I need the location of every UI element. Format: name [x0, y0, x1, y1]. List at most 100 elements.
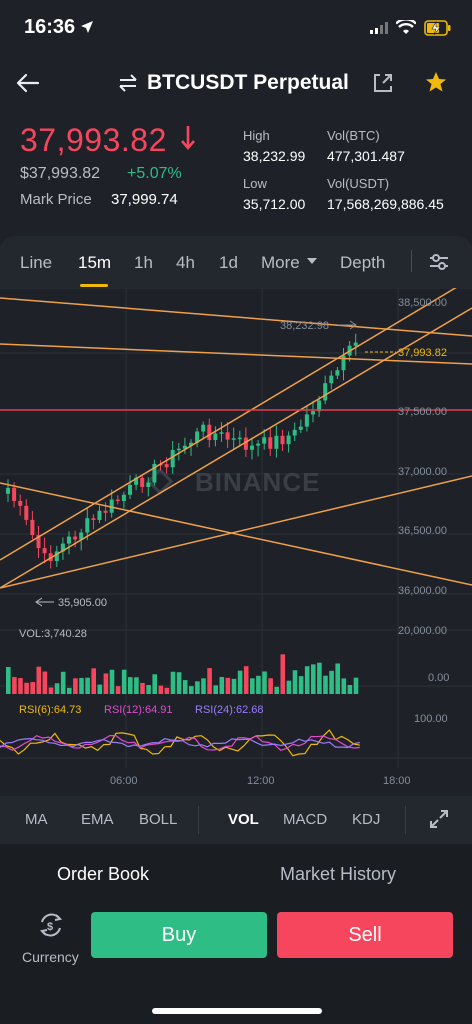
price-axis-label: 36,000.00: [398, 585, 447, 597]
status-time: 16:36: [24, 16, 76, 38]
time-axis-label: 18:00: [383, 775, 411, 787]
volume-bar: [329, 670, 334, 694]
tab-4h[interactable]: 4h: [176, 253, 195, 272]
volume-bar: [225, 677, 231, 694]
svg-text:$: $: [47, 921, 53, 933]
low-marker: 35,905.00: [58, 597, 107, 609]
indicator-kdj[interactable]: KDJ: [352, 811, 381, 828]
tab-order-book[interactable]: Order Book: [57, 864, 150, 884]
indicator-ma[interactable]: MA: [25, 811, 48, 828]
sell-button[interactable]: Sell: [277, 912, 453, 958]
currency-button[interactable]: $ Currency: [18, 910, 82, 970]
price-axis-label: 37,500.00: [398, 406, 447, 418]
indicator-divider: [405, 806, 406, 834]
active-tab-underline: [80, 284, 108, 287]
tab-market-history[interactable]: Market History: [280, 864, 397, 884]
candle: [195, 431, 200, 443]
trendline: [0, 307, 472, 589]
wifi-icon: [396, 20, 416, 34]
candle: [243, 437, 248, 450]
candle: [176, 448, 181, 451]
candle: [250, 445, 254, 450]
candle: [274, 435, 279, 449]
candle: [121, 494, 126, 501]
candle: [164, 464, 169, 468]
candle: [146, 482, 151, 488]
candle: [85, 518, 90, 533]
volume-bar: [231, 678, 237, 694]
candle: [97, 510, 102, 520]
candle: [353, 342, 358, 346]
volume-bar: [353, 677, 359, 694]
candle: [103, 510, 108, 513]
candle: [298, 426, 303, 430]
candle: [201, 424, 206, 432]
toolbar-divider: [411, 250, 412, 272]
current-price-tag: 37,993.82: [398, 347, 447, 359]
volume-bar: [128, 677, 133, 694]
indicator-macd[interactable]: MACD: [283, 811, 328, 828]
candle: [42, 548, 47, 554]
candle: [262, 437, 267, 444]
volume-bar: [250, 678, 255, 694]
candle: [341, 355, 346, 371]
chart-toolbar: Line 15m 1h 4h 1d More Depth: [0, 236, 472, 288]
price-chart[interactable]: BINANCE 38,500.00 37,993.82 37,500.00 37…: [0, 288, 472, 796]
volume-bar: [79, 677, 84, 694]
indicator-ema[interactable]: EMA: [81, 811, 114, 828]
price-usd: $37,993.82: [20, 165, 101, 182]
share-icon[interactable]: [372, 72, 394, 94]
page-title[interactable]: BTCUSDT Perpetual: [147, 71, 349, 94]
vol-btc-value: 477,301.487: [327, 148, 405, 164]
fullscreen-expand-icon[interactable]: [428, 808, 450, 830]
indicator-bar: MA EMA BOLL VOL MACD KDJ: [0, 796, 472, 844]
volume-bar: [42, 671, 48, 694]
indicator-boll[interactable]: BOLL: [139, 811, 178, 828]
candle: [317, 400, 322, 412]
volume-bar: [262, 671, 267, 694]
bottom-actions: $ Currency Buy Sell: [0, 904, 472, 1024]
volume-bar: [286, 680, 292, 694]
back-arrow-icon[interactable]: [14, 70, 40, 96]
volume-bar: [292, 670, 298, 694]
signal-icon: [370, 22, 388, 34]
tab-more[interactable]: More: [261, 253, 300, 272]
chart-settings-icon[interactable]: [428, 252, 450, 272]
trendline: [0, 482, 472, 586]
volume-axis-label: 0.00: [428, 672, 449, 684]
buy-button[interactable]: Buy: [91, 912, 267, 958]
volume-bar: [103, 673, 109, 694]
volume-bar: [109, 669, 115, 694]
mark-price-label: Mark Price: [20, 191, 92, 208]
volume-bar: [67, 687, 72, 694]
tab-1d[interactable]: 1d: [219, 253, 238, 272]
more-caret-icon: [307, 258, 317, 264]
volume-bar: [335, 663, 340, 694]
vol-usdt-label: Vol(USDT): [327, 176, 390, 191]
volume-bar: [207, 668, 212, 694]
candle: [12, 487, 17, 501]
price-down-arrow-icon: [181, 126, 195, 150]
tab-depth[interactable]: Depth: [340, 253, 386, 272]
rsi6-label: RSI(6):64.73: [19, 704, 81, 716]
volume-axis-label: 20,000.00: [398, 625, 447, 637]
price-axis-label: 36,500.00: [398, 525, 447, 537]
rsi6-line: [0, 729, 361, 757]
tab-line[interactable]: Line: [20, 253, 53, 272]
trendline: [0, 297, 472, 337]
favorite-star-icon[interactable]: [424, 70, 448, 94]
vol-btc-label: Vol(BTC): [327, 128, 380, 143]
tab-15m[interactable]: 15m: [78, 253, 112, 272]
chart-area[interactable]: BINANCE 38,500.00 37,993.82 37,500.00 37…: [0, 288, 472, 796]
currency-label: Currency: [22, 949, 79, 965]
trendline: [0, 475, 472, 589]
indicator-vol[interactable]: VOL: [228, 811, 259, 828]
candle: [134, 477, 139, 485]
high-marker-arrow: [338, 320, 357, 330]
candle: [329, 375, 334, 384]
volume-bar: [280, 654, 286, 694]
volume-bar: [298, 676, 304, 694]
candle: [213, 433, 218, 440]
swap-arrows-icon[interactable]: [118, 74, 138, 92]
tab-1h[interactable]: 1h: [134, 253, 153, 272]
